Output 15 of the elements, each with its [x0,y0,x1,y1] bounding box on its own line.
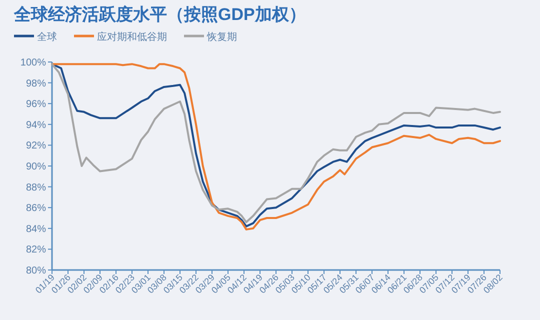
y-tick-label: 90% [26,162,46,172]
legend-label: 应对期和低谷期 [97,31,167,43]
y-tick-label: 84% [26,224,46,235]
y-tick-label: 100% [20,58,46,68]
legend-label: 全球 [37,31,57,43]
legend-label: 恢复期 [206,31,237,43]
y-tick-label: 96% [26,99,46,110]
y-tick-label: 82% [26,244,46,256]
y-tick-label: 80% [26,266,46,276]
y-tick-label: 86% [26,203,46,214]
chart-title: 全球经济活跃度水平（按照GDP加权） [13,5,306,24]
y-tick-label: 92% [26,140,46,152]
y-tick-label: 94% [26,120,46,131]
y-tick-label: 88% [26,182,46,194]
y-tick-label: 98% [26,78,46,90]
